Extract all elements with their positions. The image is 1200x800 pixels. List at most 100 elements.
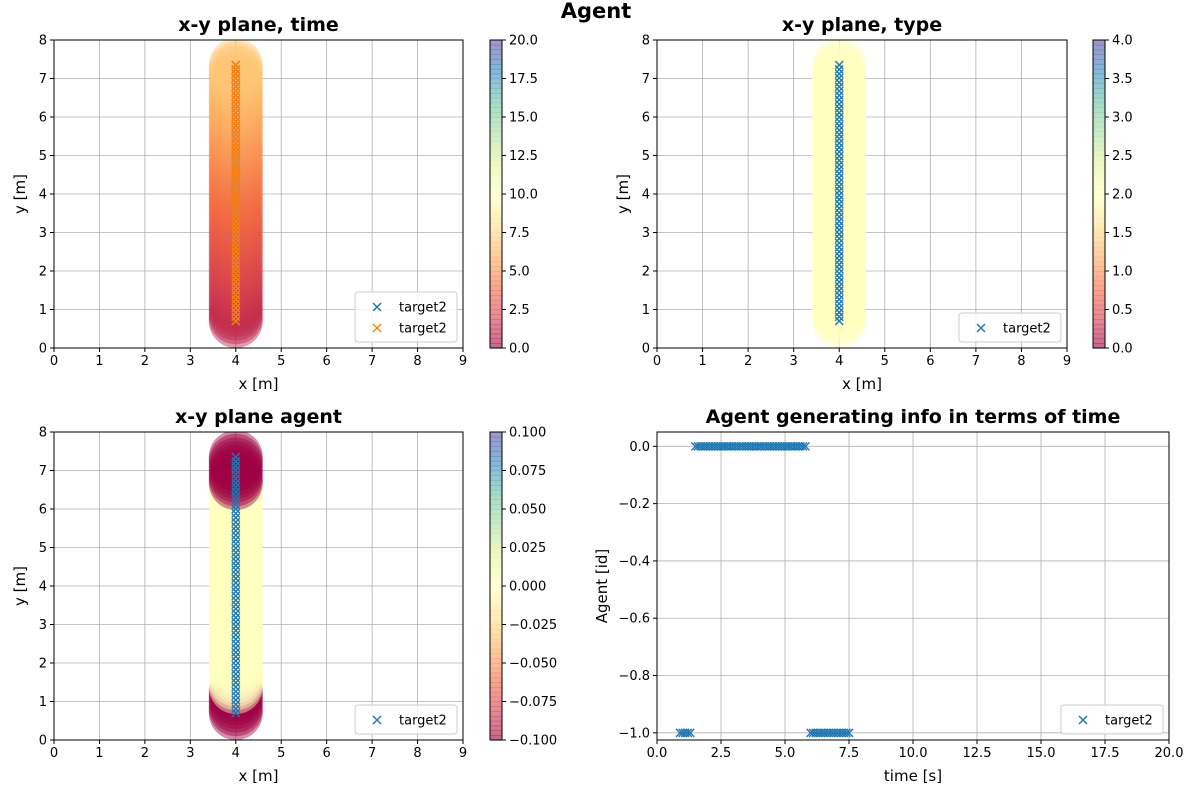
- trail-marker: [812, 45, 867, 100]
- legend-label: target2: [1105, 714, 1153, 729]
- trail-marker: [208, 179, 263, 234]
- data-point: [231, 617, 241, 627]
- trail-marker: [208, 671, 263, 726]
- data-point: [231, 225, 241, 235]
- trail-marker: [812, 179, 867, 234]
- y-tick-label: −1.0: [618, 726, 650, 741]
- colorbar-band: [1093, 78, 1105, 84]
- data-point: [231, 303, 241, 313]
- colorbar-band: [490, 446, 502, 452]
- data-point: [231, 647, 241, 657]
- trail-marker: [812, 82, 867, 137]
- colorbar-band: [490, 581, 502, 587]
- data-point: [834, 64, 844, 74]
- trail-marker: [208, 123, 263, 178]
- colorbar-band: [1093, 155, 1105, 161]
- colorbar-band: [1093, 189, 1105, 195]
- trail-marker: [812, 182, 867, 237]
- colorbar-band: [1093, 83, 1105, 89]
- y-axis-label: y [m]: [11, 566, 29, 606]
- colorbar-band: [1093, 121, 1105, 128]
- trail-marker: [812, 123, 867, 178]
- trail-marker: [208, 282, 263, 337]
- x-tick-label: 9: [1063, 354, 1071, 369]
- trail-marker: [208, 589, 263, 644]
- trail-marker: [208, 515, 263, 570]
- colorbar-band: [490, 494, 502, 500]
- trail-marker: [812, 204, 867, 259]
- colorbar-band: [490, 557, 502, 563]
- trail-marker: [208, 149, 263, 204]
- legend-label: target2: [399, 714, 447, 729]
- chart-panel-top-left: 0 1 2 3 4 5 6 7 8 9 0 1 2 3 4 5 6 7 8 x [m] y [m] x-y plane, …: [11, 14, 538, 393]
- colorbar-band: [490, 189, 502, 195]
- x-axis-label: time [s]: [884, 767, 942, 785]
- trail-marker: [208, 153, 263, 208]
- data-point: [231, 582, 241, 592]
- x-tick-label: 3: [790, 354, 798, 369]
- legend: target2: [354, 704, 458, 735]
- trail-marker: [812, 101, 867, 156]
- data-point: [231, 69, 241, 79]
- data-point: [231, 695, 241, 705]
- data-point: [834, 182, 844, 192]
- colorbar-band: [1093, 107, 1105, 113]
- plot-area: [675, 441, 854, 738]
- data-point: [834, 255, 844, 265]
- data-point: [231, 169, 241, 179]
- data-point: [231, 665, 241, 675]
- colorbar-band: [1093, 145, 1105, 152]
- colorbar-band: [1093, 174, 1105, 181]
- colorbar-band: [1093, 227, 1105, 234]
- x-axis-label: x [m]: [842, 375, 882, 393]
- data-point: [231, 561, 241, 571]
- data-point: [231, 208, 241, 218]
- data-point: [231, 216, 241, 226]
- data-point: [834, 268, 844, 278]
- trail-marker: [812, 108, 867, 163]
- data-point: [231, 634, 241, 644]
- trail-marker: [208, 175, 263, 230]
- data-point: [231, 251, 241, 261]
- data-point: [834, 247, 844, 257]
- colorbar-band: [1093, 92, 1105, 99]
- y-tick-label: 7: [39, 72, 47, 87]
- data-point: [231, 182, 241, 192]
- data-point: [231, 190, 241, 200]
- data-point: [834, 273, 844, 283]
- legend: target2: [958, 312, 1062, 343]
- legend-marker: [372, 323, 382, 333]
- data-point: [834, 290, 844, 300]
- trail-marker: [208, 448, 263, 503]
- colorbar-band: [1093, 126, 1105, 133]
- colorbar-band: [490, 566, 502, 573]
- colorbar-band: [1093, 44, 1105, 51]
- colorbar-band: [490, 533, 502, 539]
- data-point: [231, 103, 241, 113]
- colorbar-band: [490, 696, 502, 703]
- data-point: [231, 639, 241, 649]
- y-tick-label: 1: [39, 303, 47, 318]
- colorbar-band: [1093, 338, 1105, 344]
- data-point: [231, 203, 241, 213]
- colorbar-band: [490, 523, 502, 529]
- data-point: [231, 260, 241, 270]
- data-point: [834, 221, 844, 231]
- trail-marker: [812, 208, 867, 263]
- trail-marker: [208, 522, 263, 577]
- colorbar-band: [490, 643, 502, 650]
- data-point: [231, 155, 241, 165]
- colorbar-band: [490, 232, 502, 238]
- data-point: [231, 508, 241, 518]
- colorbar-band: [490, 299, 502, 306]
- trail-marker: [208, 674, 263, 729]
- colorbar-band: [490, 227, 502, 234]
- colorbar-band: [490, 92, 502, 99]
- y-axis-label: Agent [id]: [593, 549, 611, 624]
- legend-frame: [958, 312, 1062, 343]
- colorbar-band: [490, 261, 502, 267]
- data-point: [231, 517, 241, 527]
- data-point: [231, 277, 241, 287]
- legend-marker: [976, 323, 986, 333]
- colorbar-band: [490, 102, 502, 108]
